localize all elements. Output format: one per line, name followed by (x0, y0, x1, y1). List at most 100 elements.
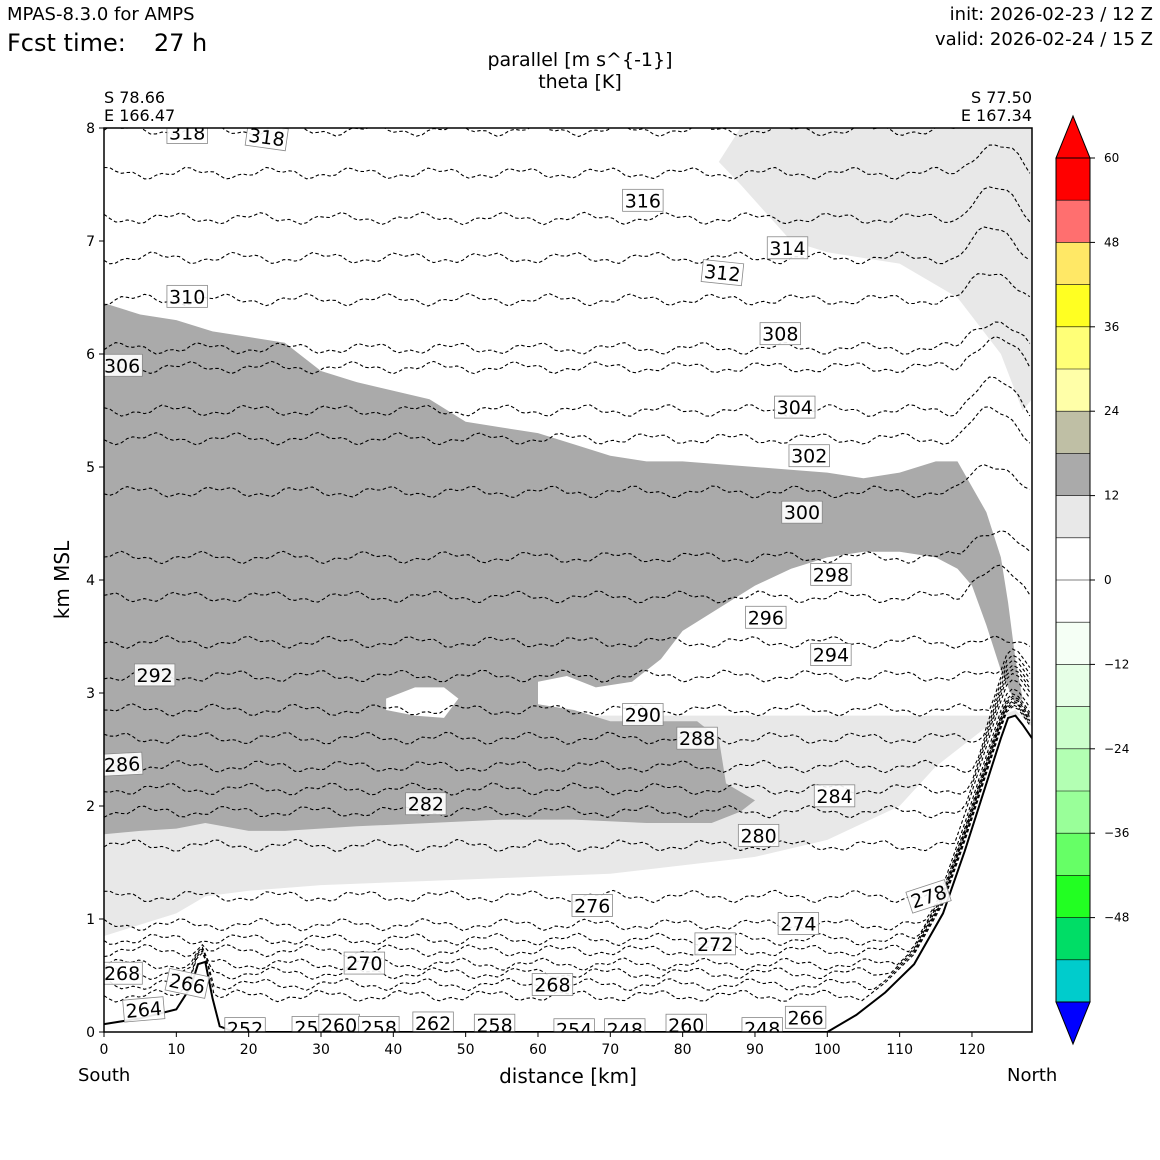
x-tick-label: 90 (746, 1042, 764, 1058)
colorbar-bin (1056, 411, 1090, 453)
colorbar-bin (1056, 960, 1090, 1002)
x-tick-label: 0 (100, 1042, 109, 1058)
contour-label-text: 268 (534, 975, 570, 997)
colorbar-bin (1056, 200, 1090, 242)
contour-label-314: 314 (767, 237, 808, 260)
y-tick-label: 6 (86, 347, 95, 363)
contour-label-text: 288 (679, 728, 715, 750)
contour-label-text: 310 (169, 286, 205, 308)
contour-label-text: 290 (625, 704, 661, 726)
y-tick-label: 7 (86, 234, 95, 250)
contour-label-266: 266 (785, 1006, 826, 1029)
contour-label-282: 282 (406, 793, 447, 816)
colorbar-bin (1056, 327, 1090, 369)
contour-label-text: 258 (361, 1017, 397, 1039)
colorbar-tick-label: −24 (1104, 742, 1129, 756)
colorbar-bin (1056, 707, 1090, 749)
colorbar-bin (1056, 453, 1090, 495)
x-tick-label: 60 (529, 1042, 547, 1058)
contour-label-252: 252 (225, 1018, 266, 1041)
colorbar-tick-label: −36 (1104, 826, 1129, 840)
contour-label-312: 312 (701, 260, 744, 287)
colorbar-tick-label: 60 (1104, 151, 1119, 165)
contour-label-270: 270 (344, 952, 385, 975)
contour-label-text: 274 (780, 914, 816, 936)
contour-label-286: 286 (101, 752, 143, 777)
contour-label-text: 270 (346, 953, 382, 975)
contour-label-text: 252 (227, 1019, 263, 1041)
x-tick-label: 20 (240, 1042, 258, 1058)
colorbar-bin (1056, 158, 1090, 200)
colorbar-under-extension (1056, 1002, 1090, 1044)
contour-label-text: 314 (769, 238, 805, 260)
contour-label-280: 280 (738, 824, 779, 847)
colorbar-tick-label: −12 (1104, 657, 1129, 671)
contour-label-text: 264 (125, 998, 163, 1023)
colorbar-bin (1056, 918, 1090, 960)
x-tick-label: 70 (601, 1042, 619, 1058)
colorbar-tick-label: 24 (1104, 404, 1119, 418)
contour-label-258: 258 (474, 1014, 515, 1037)
contour-label-text: 312 (703, 261, 741, 287)
contour-label-318: 318 (167, 122, 208, 145)
contour-label-text: 302 (791, 446, 827, 468)
colorbar-bin (1056, 369, 1090, 411)
colorbar-bin (1056, 664, 1090, 706)
contour-label-300: 300 (782, 501, 823, 524)
contour-label-248: 248 (605, 1019, 646, 1042)
colorbar-tick-label: 0 (1104, 573, 1112, 587)
x-tick-label: 50 (457, 1042, 475, 1058)
contour-label-25: 25 (292, 1016, 321, 1039)
colorbar-bin (1056, 538, 1090, 580)
contour-label-268: 268 (102, 962, 142, 985)
contour-label-306: 306 (102, 354, 142, 377)
x-tick-label: 80 (674, 1042, 692, 1058)
x-tick-label: 40 (384, 1042, 402, 1058)
x-tick-label: 120 (959, 1042, 986, 1058)
contour-label-310: 310 (167, 285, 208, 308)
contour-label-text: 300 (784, 502, 820, 524)
contour-label-text: 280 (740, 825, 776, 847)
contour-label-text: 276 (574, 895, 610, 917)
contour-label-text: 258 (476, 1015, 512, 1037)
contour-label-276: 276 (572, 894, 613, 917)
contour-label-272: 272 (695, 933, 736, 956)
colorbar-bin (1056, 580, 1090, 622)
contour-label-264: 264 (123, 997, 165, 1023)
contour-label-274: 274 (778, 913, 819, 936)
contour-label-text: 318 (169, 123, 205, 145)
contour-label-288: 288 (677, 727, 718, 750)
y-tick-label: 5 (86, 460, 95, 476)
contour-label-text: 306 (104, 355, 140, 377)
contour-label-248: 248 (742, 1018, 783, 1041)
colorbar-bin (1056, 833, 1090, 875)
contour-label-text: 272 (697, 934, 733, 956)
contour-label-text: 260 (668, 1015, 704, 1037)
colorbar-bin (1056, 285, 1090, 327)
colorbar-tick-label: −48 (1104, 911, 1129, 925)
contour-label-302: 302 (789, 445, 830, 468)
contour-label-text: 268 (104, 963, 140, 985)
colorbar-tick-label: 48 (1104, 235, 1119, 249)
contour-label-308: 308 (760, 323, 801, 346)
contour-label-text: 284 (816, 786, 852, 808)
contour-label-text: 286 (103, 753, 140, 777)
colorbar-bin (1056, 791, 1090, 833)
contour-label-text: 292 (136, 665, 172, 687)
x-axis-label: distance [km] (499, 1064, 637, 1088)
contour-label-304: 304 (775, 396, 816, 419)
contour-label-260: 260 (319, 1014, 360, 1037)
contour-label-284: 284 (814, 785, 855, 808)
colorbar-tick-label: 12 (1104, 489, 1119, 503)
x-tick-label: 10 (167, 1042, 185, 1058)
contour-label-260: 260 (666, 1014, 707, 1037)
contour-label-292: 292 (134, 664, 175, 687)
contour-label-text: 282 (408, 794, 444, 816)
colorbar-bin (1056, 242, 1090, 284)
contour-label-text: 266 (787, 1007, 823, 1029)
y-tick-label: 8 (86, 121, 95, 137)
contour-label-text: 316 (625, 190, 661, 212)
cross-section-chart: 318 3183163143123103083063043023002982962… (0, 0, 1160, 1160)
contour-label-268: 268 (532, 974, 573, 997)
contour-label-text: 254 (556, 1020, 592, 1042)
